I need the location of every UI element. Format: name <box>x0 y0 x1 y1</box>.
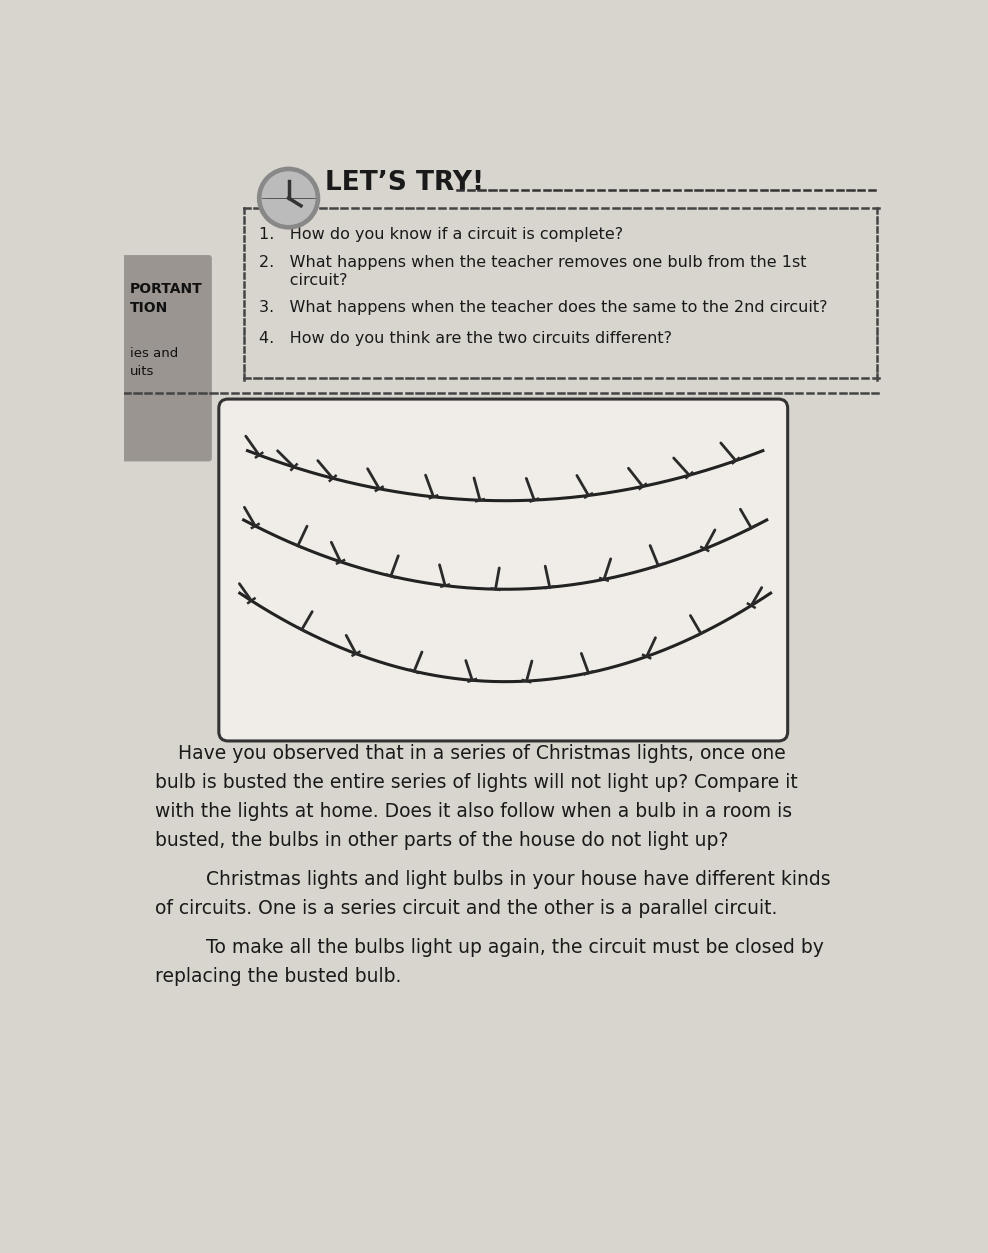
Text: bulb is busted the entire series of lights will not light up? Compare it: bulb is busted the entire series of ligh… <box>154 773 797 792</box>
Text: circuit?: circuit? <box>259 273 348 288</box>
Text: Christmas lights and light bulbs in your house have different kinds: Christmas lights and light bulbs in your… <box>182 870 830 888</box>
FancyBboxPatch shape <box>117 256 211 461</box>
Text: Have you observed that in a series of Christmas lights, once one: Have you observed that in a series of Ch… <box>178 744 785 763</box>
FancyBboxPatch shape <box>218 398 787 741</box>
Text: uits: uits <box>129 365 154 378</box>
Text: 2.   What happens when the teacher removes one bulb from the 1st: 2. What happens when the teacher removes… <box>259 256 806 271</box>
Text: 3.   What happens when the teacher does the same to the 2nd circuit?: 3. What happens when the teacher does th… <box>259 299 828 315</box>
Text: TION: TION <box>129 301 168 315</box>
Circle shape <box>262 172 315 224</box>
Text: LET’S TRY!: LET’S TRY! <box>325 170 484 197</box>
Text: 4.   How do you think are the two circuits different?: 4. How do you think are the two circuits… <box>259 331 672 346</box>
Text: of circuits. One is a series circuit and the other is a parallel circuit.: of circuits. One is a series circuit and… <box>154 900 777 918</box>
Text: 1.   How do you know if a circuit is complete?: 1. How do you know if a circuit is compl… <box>259 227 623 242</box>
Text: To make all the bulbs light up again, the circuit must be closed by: To make all the bulbs light up again, th… <box>182 937 824 957</box>
Text: busted, the bulbs in other parts of the house do not light up?: busted, the bulbs in other parts of the … <box>154 832 728 851</box>
Text: with the lights at home. Does it also follow when a bulb in a room is: with the lights at home. Does it also fo… <box>154 802 791 821</box>
Circle shape <box>258 168 319 229</box>
Text: ies and: ies and <box>129 347 178 360</box>
Text: replacing the busted bulb.: replacing the busted bulb. <box>154 967 401 986</box>
Text: PORTANT: PORTANT <box>129 282 203 296</box>
